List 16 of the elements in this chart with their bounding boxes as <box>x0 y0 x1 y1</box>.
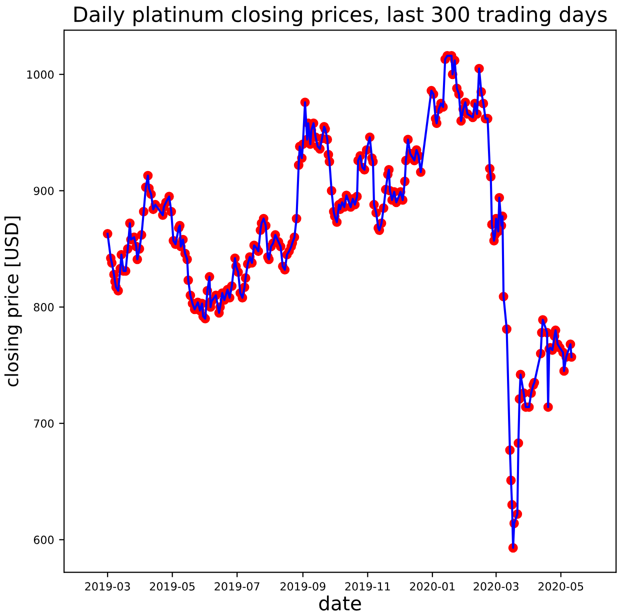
chart-title: Daily platinum closing prices, last 300 trading days <box>74 6 607 26</box>
x-tick-label: 2019-11 <box>345 582 390 591</box>
x-tick-label: 2019-05 <box>150 582 195 591</box>
y-axis-title: closing price [USD] <box>4 216 22 386</box>
x-axis-title: date <box>319 596 361 611</box>
x-tick-label: 2020-01 <box>410 582 455 591</box>
x-tick-label: 2019-07 <box>214 582 260 591</box>
x-tick-label: 2019-03 <box>85 582 130 591</box>
y-tick-label: 1000 <box>27 70 54 79</box>
x-tick-label: 2020-03 <box>474 582 518 591</box>
y-tick-label: 600 <box>34 536 54 544</box>
y-tick-label: 900 <box>34 186 54 196</box>
y-tick-label: 700 <box>34 419 54 428</box>
x-tick-label: 2019-09 <box>280 582 326 591</box>
x-tick-label: 2020-05 <box>538 582 584 591</box>
y-tick-label: 800 <box>34 303 54 312</box>
